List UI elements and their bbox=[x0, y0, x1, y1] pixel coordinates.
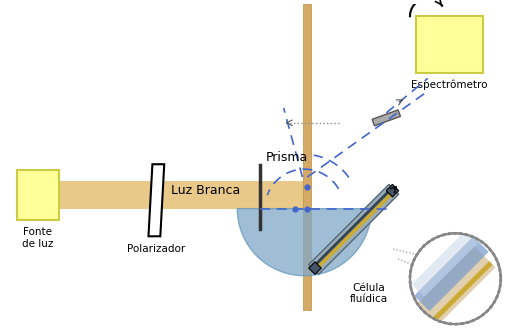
Bar bbox=[60, 181, 308, 208]
Wedge shape bbox=[237, 208, 372, 276]
Polygon shape bbox=[386, 184, 399, 197]
Text: Luz Branca: Luz Branca bbox=[171, 184, 240, 198]
Text: Fonte
de luz: Fonte de luz bbox=[22, 227, 54, 249]
Text: Espectrômetro: Espectrômetro bbox=[411, 79, 488, 90]
Circle shape bbox=[410, 233, 501, 324]
Polygon shape bbox=[372, 110, 400, 126]
Polygon shape bbox=[313, 185, 395, 268]
Polygon shape bbox=[414, 236, 489, 311]
Polygon shape bbox=[415, 246, 495, 327]
Polygon shape bbox=[412, 225, 483, 297]
Polygon shape bbox=[309, 262, 321, 274]
Bar bbox=[416, 16, 483, 73]
Text: Prisma: Prisma bbox=[266, 151, 308, 164]
Text: Célula
fluídica: Célula fluídica bbox=[349, 283, 388, 304]
Text: Polarizador: Polarizador bbox=[127, 244, 185, 254]
Bar bbox=[303, 4, 311, 310]
Bar bbox=[17, 170, 59, 219]
Polygon shape bbox=[149, 164, 164, 236]
Polygon shape bbox=[309, 184, 399, 274]
Polygon shape bbox=[430, 261, 493, 324]
Polygon shape bbox=[312, 190, 395, 273]
